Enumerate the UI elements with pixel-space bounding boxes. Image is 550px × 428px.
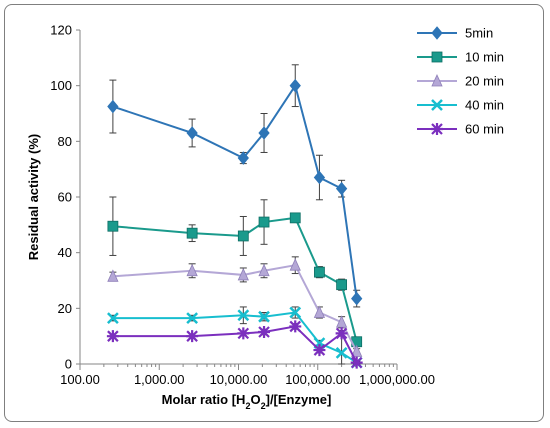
data-point: [258, 325, 271, 338]
data-point: [314, 266, 325, 278]
data-point: [258, 216, 270, 228]
data-point: [237, 267, 249, 281]
x-tick-label: 100,000.00: [285, 372, 350, 387]
legend-marker: [431, 51, 443, 63]
legend-marker: [431, 123, 443, 135]
axes: 0 20 40 60 80 100 120 100.00 1,000.00 10,000.00 10…: [50, 23, 435, 388]
data-point: [258, 310, 270, 323]
x-axis-title: Molar ratio [H2O2]/[Enzyme]: [162, 392, 332, 411]
data-point: [237, 151, 249, 165]
legend-marker: [431, 99, 443, 111]
data-point: [289, 320, 302, 333]
y-tick-label: 60: [58, 190, 72, 205]
data-point: [289, 306, 302, 319]
data-point: [107, 312, 119, 324]
data-point: [186, 227, 198, 239]
series-40-min: [107, 306, 363, 369]
data-point: [107, 99, 119, 114]
chart-frame: [4, 4, 544, 422]
data-point: [237, 309, 250, 322]
data-point: [351, 291, 363, 306]
x-tick-label: 1,000,000.00: [359, 372, 435, 387]
data-point: [258, 126, 270, 140]
data-point: [107, 220, 119, 232]
data-point: [335, 346, 348, 359]
data-point: [289, 212, 301, 224]
data-point: [335, 181, 348, 196]
y-tick-label: 0: [65, 357, 72, 372]
data-point: [313, 170, 326, 185]
data-point: [335, 327, 348, 340]
data-point: [106, 330, 119, 343]
data-point: [258, 263, 270, 277]
data-point: [237, 327, 250, 340]
legend-label: 20 min: [465, 74, 504, 89]
series-60-min: [106, 320, 363, 369]
x-tick-label: 100.00: [60, 372, 100, 387]
legend-marker: [431, 74, 443, 87]
legend-item: 5min: [417, 26, 493, 41]
y-tick-label: 80: [58, 134, 72, 149]
data-point: [313, 305, 326, 318]
data-point: [107, 269, 119, 282]
series-line: [112, 216, 358, 342]
data-point: [335, 315, 348, 328]
x-tick-label: 10,000.00: [210, 372, 268, 387]
legend-label: 10 min: [465, 50, 504, 65]
legend-item: 60 min: [417, 122, 504, 137]
y-tick-label: 40: [58, 245, 72, 260]
legend: 5min 10 min 20 min 40 min 60 min: [417, 26, 504, 137]
y-tick-label: 120: [50, 23, 72, 38]
legend-label: 60 min: [465, 122, 504, 137]
y-tick-label: 100: [50, 78, 72, 93]
data-point: [289, 258, 301, 271]
series-line: [112, 264, 358, 352]
series-20-min: [107, 256, 363, 357]
data-point: [237, 230, 249, 242]
data-point: [351, 344, 363, 357]
y-axis-title: Residual activity (%): [26, 134, 41, 260]
data-point: [186, 126, 198, 140]
legend-label: 40 min: [465, 98, 504, 113]
y-tick-label: 20: [58, 301, 72, 316]
data-point: [289, 78, 301, 93]
series-5min: [107, 64, 363, 308]
data-point: [186, 312, 199, 324]
data-point: [336, 279, 348, 291]
series-line: [112, 311, 358, 364]
legend-item: 40 min: [417, 98, 504, 113]
legend-marker: [431, 26, 443, 40]
data-point: [350, 356, 363, 369]
x-tick-label: 1,000.00: [134, 372, 185, 387]
data-point: [186, 330, 199, 343]
series-layer: [106, 64, 363, 369]
legend-label: 5min: [465, 26, 493, 41]
series-10-min: [107, 196, 363, 348]
data-point: [313, 344, 326, 357]
legend-item: 20 min: [417, 74, 504, 89]
legend-item: 10 min: [417, 50, 504, 65]
data-point: [186, 263, 198, 277]
